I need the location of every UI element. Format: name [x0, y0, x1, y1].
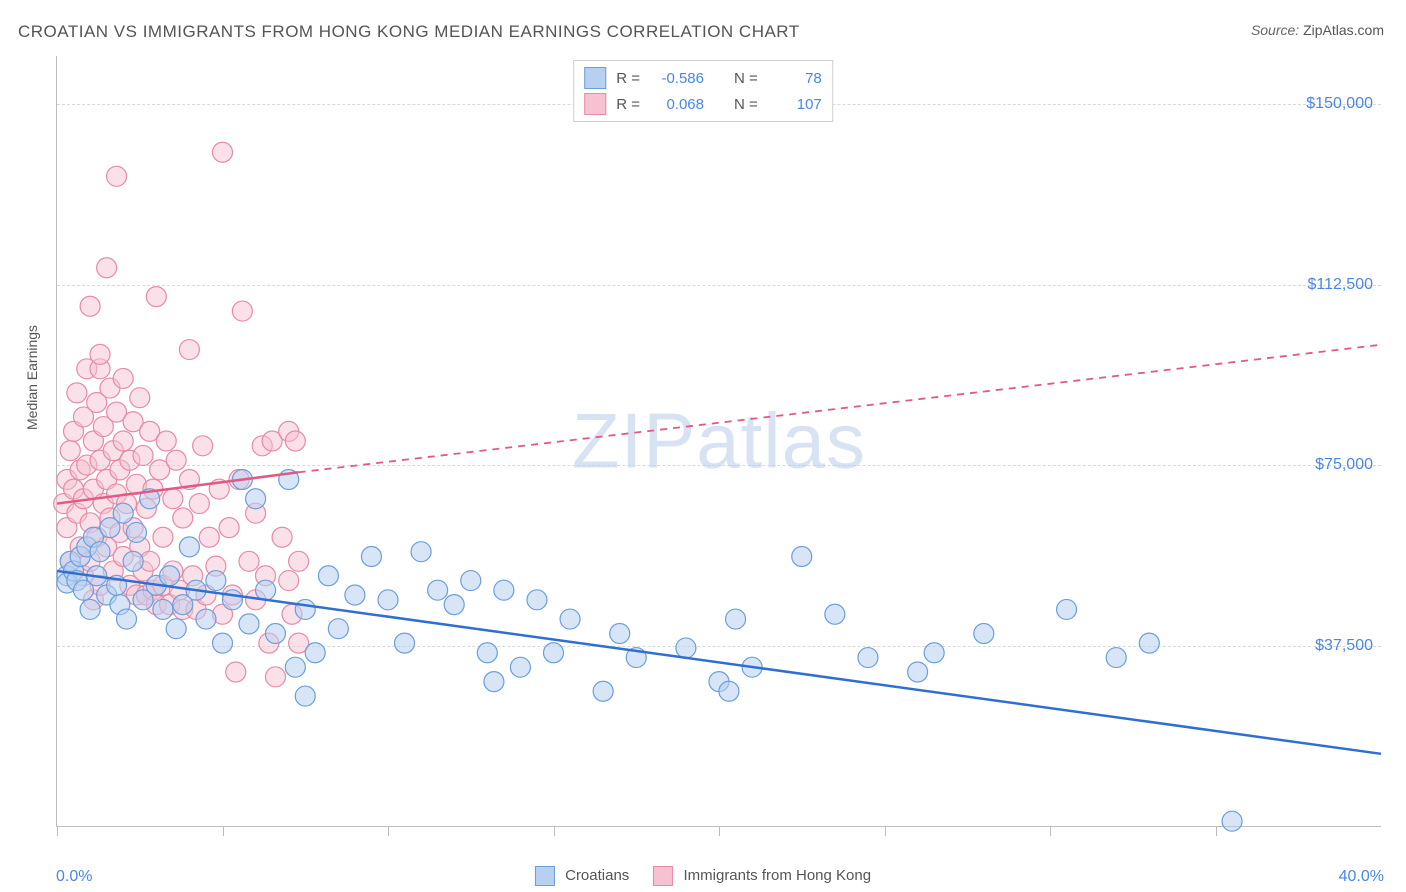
trend-croatians [57, 571, 1381, 754]
y-axis-label: Median Earnings [24, 325, 40, 430]
legend-row-croatians: R = -0.586 N = 78 [584, 65, 822, 91]
legend-row-hongkong: R = 0.068 N = 107 [584, 91, 822, 117]
legend-swatch-hongkong-bottom [653, 866, 673, 886]
series-legend: Croatians Immigrants from Hong Kong [535, 866, 871, 886]
x-axis-max-label: 40.0% [1339, 868, 1384, 886]
trend-hongkong-dash [299, 345, 1381, 473]
source-value: ZipAtlas.com [1303, 22, 1384, 38]
r-value-hongkong: 0.068 [650, 96, 704, 113]
legend-label-hongkong: Immigrants from Hong Kong [683, 867, 871, 884]
correlation-legend: R = -0.586 N = 78 R = 0.068 N = 107 [573, 60, 833, 122]
n-value-croatians: 78 [768, 70, 822, 87]
n-label: N = [734, 70, 758, 87]
x-tick [719, 826, 720, 836]
legend-item-hongkong: Immigrants from Hong Kong [653, 866, 871, 886]
chart-container: CROATIAN VS IMMIGRANTS FROM HONG KONG ME… [0, 0, 1406, 892]
legend-swatch-hongkong [584, 93, 606, 115]
x-tick [223, 826, 224, 836]
x-tick [388, 826, 389, 836]
legend-label-croatians: Croatians [565, 867, 629, 884]
r-value-croatians: -0.586 [650, 70, 704, 87]
trend-lines-layer [57, 56, 1381, 826]
x-tick [1050, 826, 1051, 836]
legend-item-croatians: Croatians [535, 866, 629, 886]
source-label: Source: [1251, 22, 1299, 38]
plot-area: ZIPatlas $37,500$75,000$112,500$150,000 [56, 56, 1381, 827]
x-axis-min-label: 0.0% [56, 868, 92, 886]
x-tick [1216, 826, 1217, 836]
x-tick [885, 826, 886, 836]
legend-swatch-croatians [584, 67, 606, 89]
source-line: Source: ZipAtlas.com [1251, 22, 1384, 38]
n-label: N = [734, 96, 758, 113]
legend-swatch-croatians-bottom [535, 866, 555, 886]
x-tick [57, 826, 58, 836]
r-label: R = [616, 96, 640, 113]
trend-hongkong-solid [57, 472, 299, 503]
n-value-hongkong: 107 [768, 96, 822, 113]
x-tick [554, 826, 555, 836]
r-label: R = [616, 70, 640, 87]
chart-title: CROATIAN VS IMMIGRANTS FROM HONG KONG ME… [18, 22, 800, 42]
